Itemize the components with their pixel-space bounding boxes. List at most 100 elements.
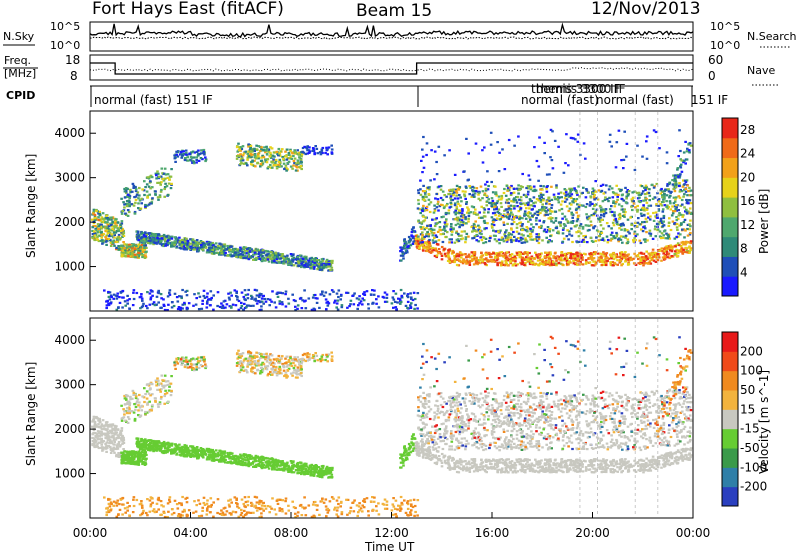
power-cell xyxy=(681,199,684,201)
power-cell xyxy=(107,302,110,304)
power-cell xyxy=(121,245,124,247)
noise-sky-trace xyxy=(90,24,693,37)
power-cell xyxy=(396,301,399,303)
date-title: 12/Nov/2013 xyxy=(591,0,701,19)
power-cell xyxy=(382,296,385,298)
power-cell xyxy=(506,211,509,213)
power-cell xyxy=(193,248,196,250)
power-cell xyxy=(265,301,268,303)
power-cell xyxy=(133,205,136,207)
power-cell xyxy=(530,223,533,225)
power-cell xyxy=(401,251,404,253)
power-cell xyxy=(400,255,403,257)
power-cell xyxy=(231,255,234,257)
power-cell xyxy=(504,168,507,170)
power-cell xyxy=(496,264,499,266)
power-cell xyxy=(103,289,106,291)
power-cell xyxy=(689,220,692,222)
power-cell xyxy=(206,303,209,305)
power-cell xyxy=(680,214,683,216)
power-cell xyxy=(506,223,509,225)
power-cell xyxy=(146,183,149,185)
power-cell xyxy=(178,237,181,239)
power-cell xyxy=(130,203,133,205)
power-cell xyxy=(601,264,604,266)
power-cell xyxy=(490,181,493,183)
power-cell xyxy=(254,165,257,167)
power-cell xyxy=(655,255,658,257)
power-cell xyxy=(484,258,487,260)
power-cell xyxy=(586,203,589,205)
power-cell xyxy=(611,255,614,257)
power-cell xyxy=(286,149,289,151)
power-cell xyxy=(610,205,613,207)
power-cell xyxy=(647,213,650,215)
power-cell xyxy=(277,296,280,298)
power-cell xyxy=(643,258,646,260)
power-cell xyxy=(467,152,470,154)
power-cell xyxy=(375,298,378,300)
power-cell xyxy=(490,256,493,258)
power-cell xyxy=(303,300,306,302)
power-cell xyxy=(465,186,468,188)
power-cell xyxy=(538,220,541,222)
power-cell xyxy=(436,236,439,238)
power-cell xyxy=(292,155,295,157)
power-cell xyxy=(581,204,584,206)
power-cell xyxy=(626,229,629,231)
power-cell xyxy=(492,191,495,193)
power-cell xyxy=(623,208,626,210)
power-cell xyxy=(585,206,588,208)
power-cell xyxy=(685,247,688,249)
power-cell xyxy=(427,235,430,237)
power-cell xyxy=(105,215,108,217)
power-cell xyxy=(273,301,276,303)
power-cell xyxy=(601,259,604,261)
power-cell xyxy=(458,194,461,196)
power-cell xyxy=(567,261,570,263)
power-cell xyxy=(133,298,136,300)
power-cell xyxy=(394,301,397,303)
power-cell xyxy=(480,217,483,219)
power-cell xyxy=(295,169,298,171)
power-cell xyxy=(177,239,180,241)
power-cell xyxy=(373,290,376,292)
power-cell xyxy=(663,195,666,197)
power-cell xyxy=(258,258,261,260)
power-cell xyxy=(392,307,395,309)
power-cell xyxy=(265,149,268,151)
power-cell xyxy=(137,231,140,233)
power-cell xyxy=(492,200,495,202)
power-cell xyxy=(151,295,154,297)
power-cell xyxy=(407,301,410,303)
power-cell xyxy=(177,155,180,157)
power-cell xyxy=(141,300,144,302)
power-cell xyxy=(492,252,495,254)
power-cell xyxy=(284,293,287,295)
power-cell xyxy=(171,243,174,245)
power-cell xyxy=(208,247,211,249)
power-cell xyxy=(685,191,688,193)
power-cell xyxy=(634,239,637,241)
power-cell xyxy=(528,174,531,176)
power-cell xyxy=(678,185,681,187)
power-cell xyxy=(300,159,303,161)
power-cell xyxy=(536,198,539,200)
power-cell xyxy=(573,187,576,189)
power-cell xyxy=(571,235,574,237)
power-cell xyxy=(184,159,187,161)
power-cell xyxy=(514,258,517,260)
power-cell xyxy=(681,216,684,218)
power-cell xyxy=(502,221,505,223)
power-cell xyxy=(565,256,568,258)
power-cell xyxy=(548,262,551,264)
power-cell xyxy=(667,188,670,190)
power-cell xyxy=(637,258,640,260)
power-cell xyxy=(648,192,651,194)
power-cell xyxy=(670,208,673,210)
power-cell xyxy=(164,183,167,185)
power-cell xyxy=(227,293,230,295)
power-cell xyxy=(594,191,597,193)
power-cell xyxy=(417,189,420,191)
power-cell xyxy=(640,242,643,244)
